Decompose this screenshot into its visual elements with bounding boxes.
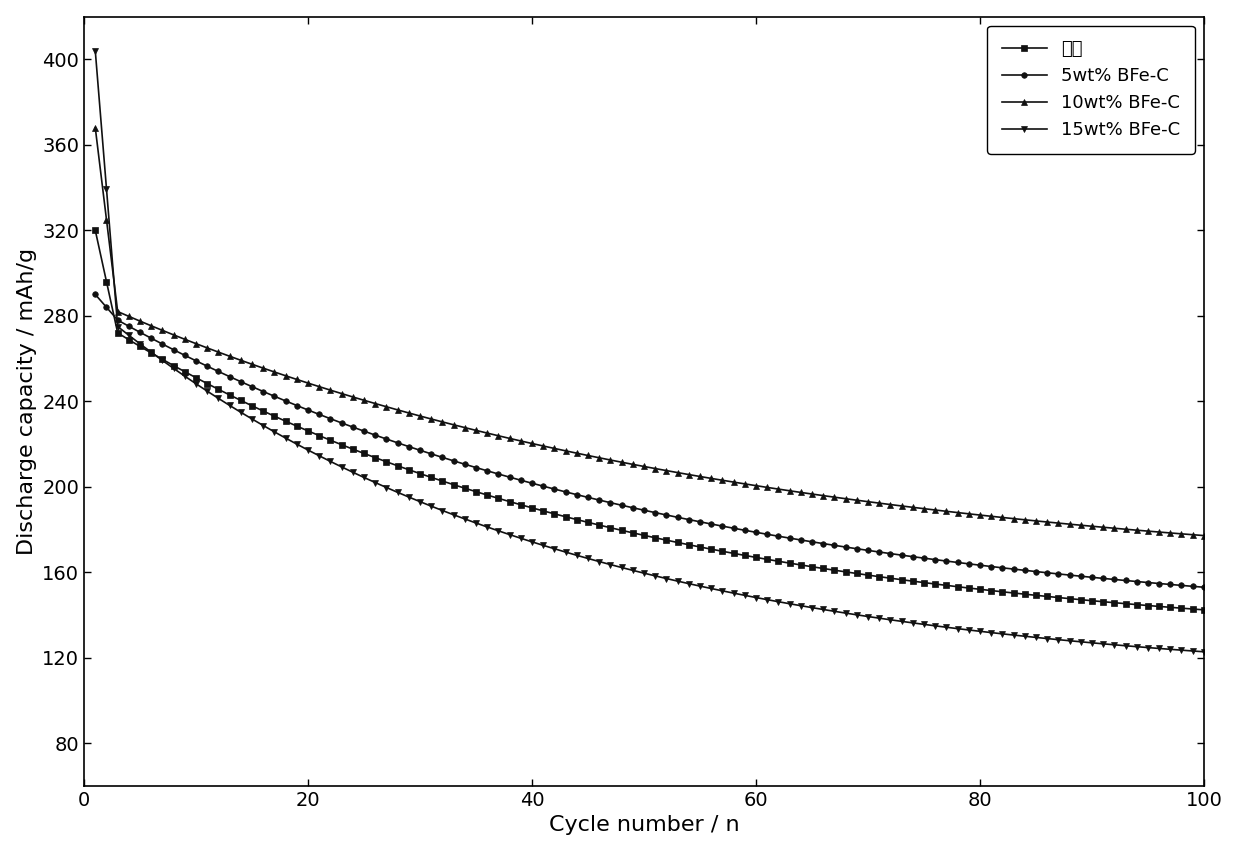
X-axis label: Cycle number / n: Cycle number / n [549,815,740,835]
基准 [1106,597,1121,607]
10wt% BFe-C [346,392,361,402]
5wt% BFe-C [1140,578,1155,588]
基准 [748,552,763,562]
Line: 基准: 基准 [93,227,1207,613]
Y-axis label: Discharge capacity / mAh/g: Discharge capacity / mAh/g [16,248,37,555]
5wt% BFe-C [301,405,316,415]
10wt% BFe-C [1140,526,1155,536]
10wt% BFe-C [88,123,103,133]
5wt% BFe-C [346,422,361,432]
基准 [346,444,361,454]
Line: 15wt% BFe-C: 15wt% BFe-C [93,48,1207,654]
15wt% BFe-C [748,592,763,602]
15wt% BFe-C [1106,640,1121,650]
Line: 5wt% BFe-C: 5wt% BFe-C [93,291,1207,590]
10wt% BFe-C [748,481,763,491]
基准 [659,535,674,545]
基准 [1197,605,1212,615]
15wt% BFe-C [1140,642,1155,653]
Legend: 基准, 5wt% BFe-C, 10wt% BFe-C, 15wt% BFe-C: 基准, 5wt% BFe-C, 10wt% BFe-C, 15wt% BFe-C [987,26,1194,153]
15wt% BFe-C [1197,647,1212,657]
5wt% BFe-C [1106,574,1121,584]
5wt% BFe-C [1197,582,1212,592]
10wt% BFe-C [1197,531,1212,541]
5wt% BFe-C [88,290,103,300]
基准 [1140,601,1155,611]
10wt% BFe-C [659,465,674,475]
5wt% BFe-C [748,527,763,538]
基准 [88,225,103,235]
10wt% BFe-C [301,378,316,389]
基准 [301,426,316,436]
15wt% BFe-C [301,445,316,455]
Line: 10wt% BFe-C: 10wt% BFe-C [93,125,1207,538]
5wt% BFe-C [659,509,674,520]
10wt% BFe-C [1106,523,1121,533]
15wt% BFe-C [88,46,103,56]
15wt% BFe-C [346,467,361,477]
15wt% BFe-C [659,573,674,584]
